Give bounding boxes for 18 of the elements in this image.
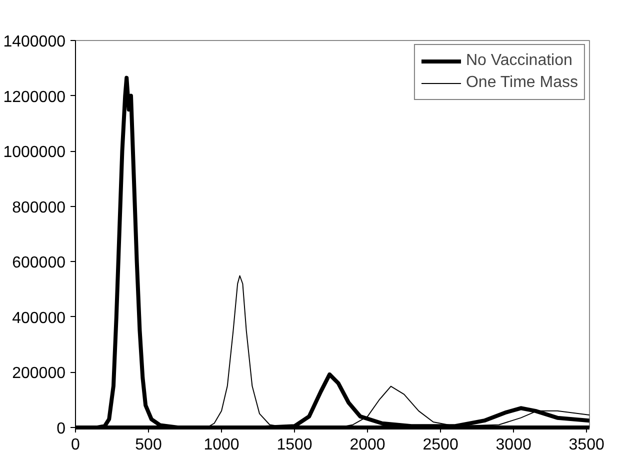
y-tick-label: 200000 bbox=[12, 365, 66, 382]
x-tick-label: 2500 bbox=[422, 436, 458, 454]
y-tick-label: 400000 bbox=[12, 310, 66, 327]
y-tick-label: 0 bbox=[56, 420, 66, 438]
x-tick-label: 1500 bbox=[276, 436, 312, 454]
y-tick-label: 1000000 bbox=[3, 144, 66, 162]
x-tick-label: 500 bbox=[135, 436, 162, 454]
x-tick-label: 2000 bbox=[350, 436, 386, 454]
x-tick-label: 0 bbox=[71, 436, 80, 454]
y-tick-label: 800000 bbox=[12, 199, 66, 216]
x-tick-label: 1000 bbox=[204, 436, 240, 454]
legend-label: One Time Mass bbox=[466, 74, 578, 92]
y-tick-label: 1400000 bbox=[3, 34, 66, 50]
y-tick-label: 1200000 bbox=[3, 88, 66, 106]
legend-label: No Vaccination bbox=[466, 52, 572, 70]
y-tick-label: 600000 bbox=[12, 254, 66, 272]
x-tick-label: 3500 bbox=[568, 436, 604, 454]
x-tick-label: 3000 bbox=[496, 436, 532, 454]
